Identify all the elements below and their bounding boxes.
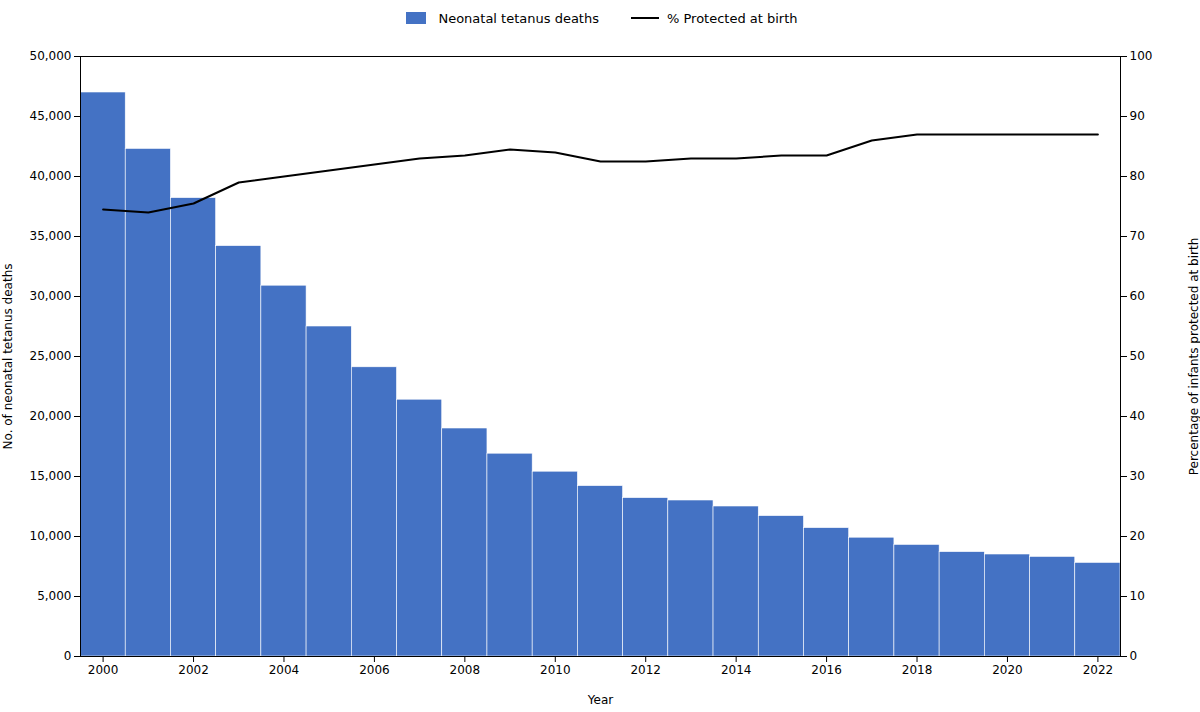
svg-text:100: 100 bbox=[1130, 49, 1153, 63]
svg-text:2016: 2016 bbox=[811, 663, 842, 677]
svg-text:2012: 2012 bbox=[630, 663, 661, 677]
svg-text:Percentage of infants protecte: Percentage of infants protected at birth bbox=[1187, 238, 1200, 476]
svg-text:80: 80 bbox=[1130, 169, 1145, 183]
svg-text:40,000: 40,000 bbox=[30, 169, 72, 183]
svg-text:2006: 2006 bbox=[359, 663, 390, 677]
svg-text:15,000: 15,000 bbox=[30, 469, 72, 483]
svg-text:50: 50 bbox=[1130, 349, 1145, 363]
svg-text:0: 0 bbox=[1130, 649, 1138, 663]
svg-text:10,000: 10,000 bbox=[30, 529, 72, 543]
svg-text:10: 10 bbox=[1130, 589, 1145, 603]
svg-text:40: 40 bbox=[1130, 409, 1145, 423]
svg-text:0: 0 bbox=[64, 649, 72, 663]
svg-text:30: 30 bbox=[1130, 469, 1145, 483]
svg-text:2010: 2010 bbox=[540, 663, 571, 677]
svg-text:25,000: 25,000 bbox=[30, 349, 72, 363]
svg-text:30,000: 30,000 bbox=[30, 289, 72, 303]
html-text:% Protected at birth: % Protected at birth bbox=[667, 10, 798, 26]
svg-text:35,000: 35,000 bbox=[30, 229, 72, 243]
svg-text:2022: 2022 bbox=[1083, 663, 1114, 677]
svg-text:50,000: 50,000 bbox=[30, 49, 72, 63]
svg-text:Year: Year bbox=[587, 693, 613, 707]
svg-text:2004: 2004 bbox=[269, 663, 300, 677]
svg-text:45,000: 45,000 bbox=[30, 109, 72, 123]
html-text:Neonatal tetanus deaths: Neonatal tetanus deaths bbox=[438, 10, 599, 26]
svg-text:No. of neonatal tetanus deaths: No. of neonatal tetanus deaths bbox=[1, 264, 15, 450]
svg-text:2008: 2008 bbox=[450, 663, 481, 677]
svg-text:90: 90 bbox=[1130, 109, 1145, 123]
svg-text:2002: 2002 bbox=[178, 663, 209, 677]
svg-text:2018: 2018 bbox=[902, 663, 933, 677]
svg-text:60: 60 bbox=[1130, 289, 1145, 303]
svg-text:20: 20 bbox=[1130, 529, 1145, 543]
svg-text:70: 70 bbox=[1130, 229, 1145, 243]
svg-text:2000: 2000 bbox=[88, 663, 119, 677]
svg-text:20,000: 20,000 bbox=[30, 409, 72, 423]
svg-text:2014: 2014 bbox=[721, 663, 752, 677]
svg-text:2020: 2020 bbox=[992, 663, 1023, 677]
svg-text:5,000: 5,000 bbox=[37, 589, 71, 603]
